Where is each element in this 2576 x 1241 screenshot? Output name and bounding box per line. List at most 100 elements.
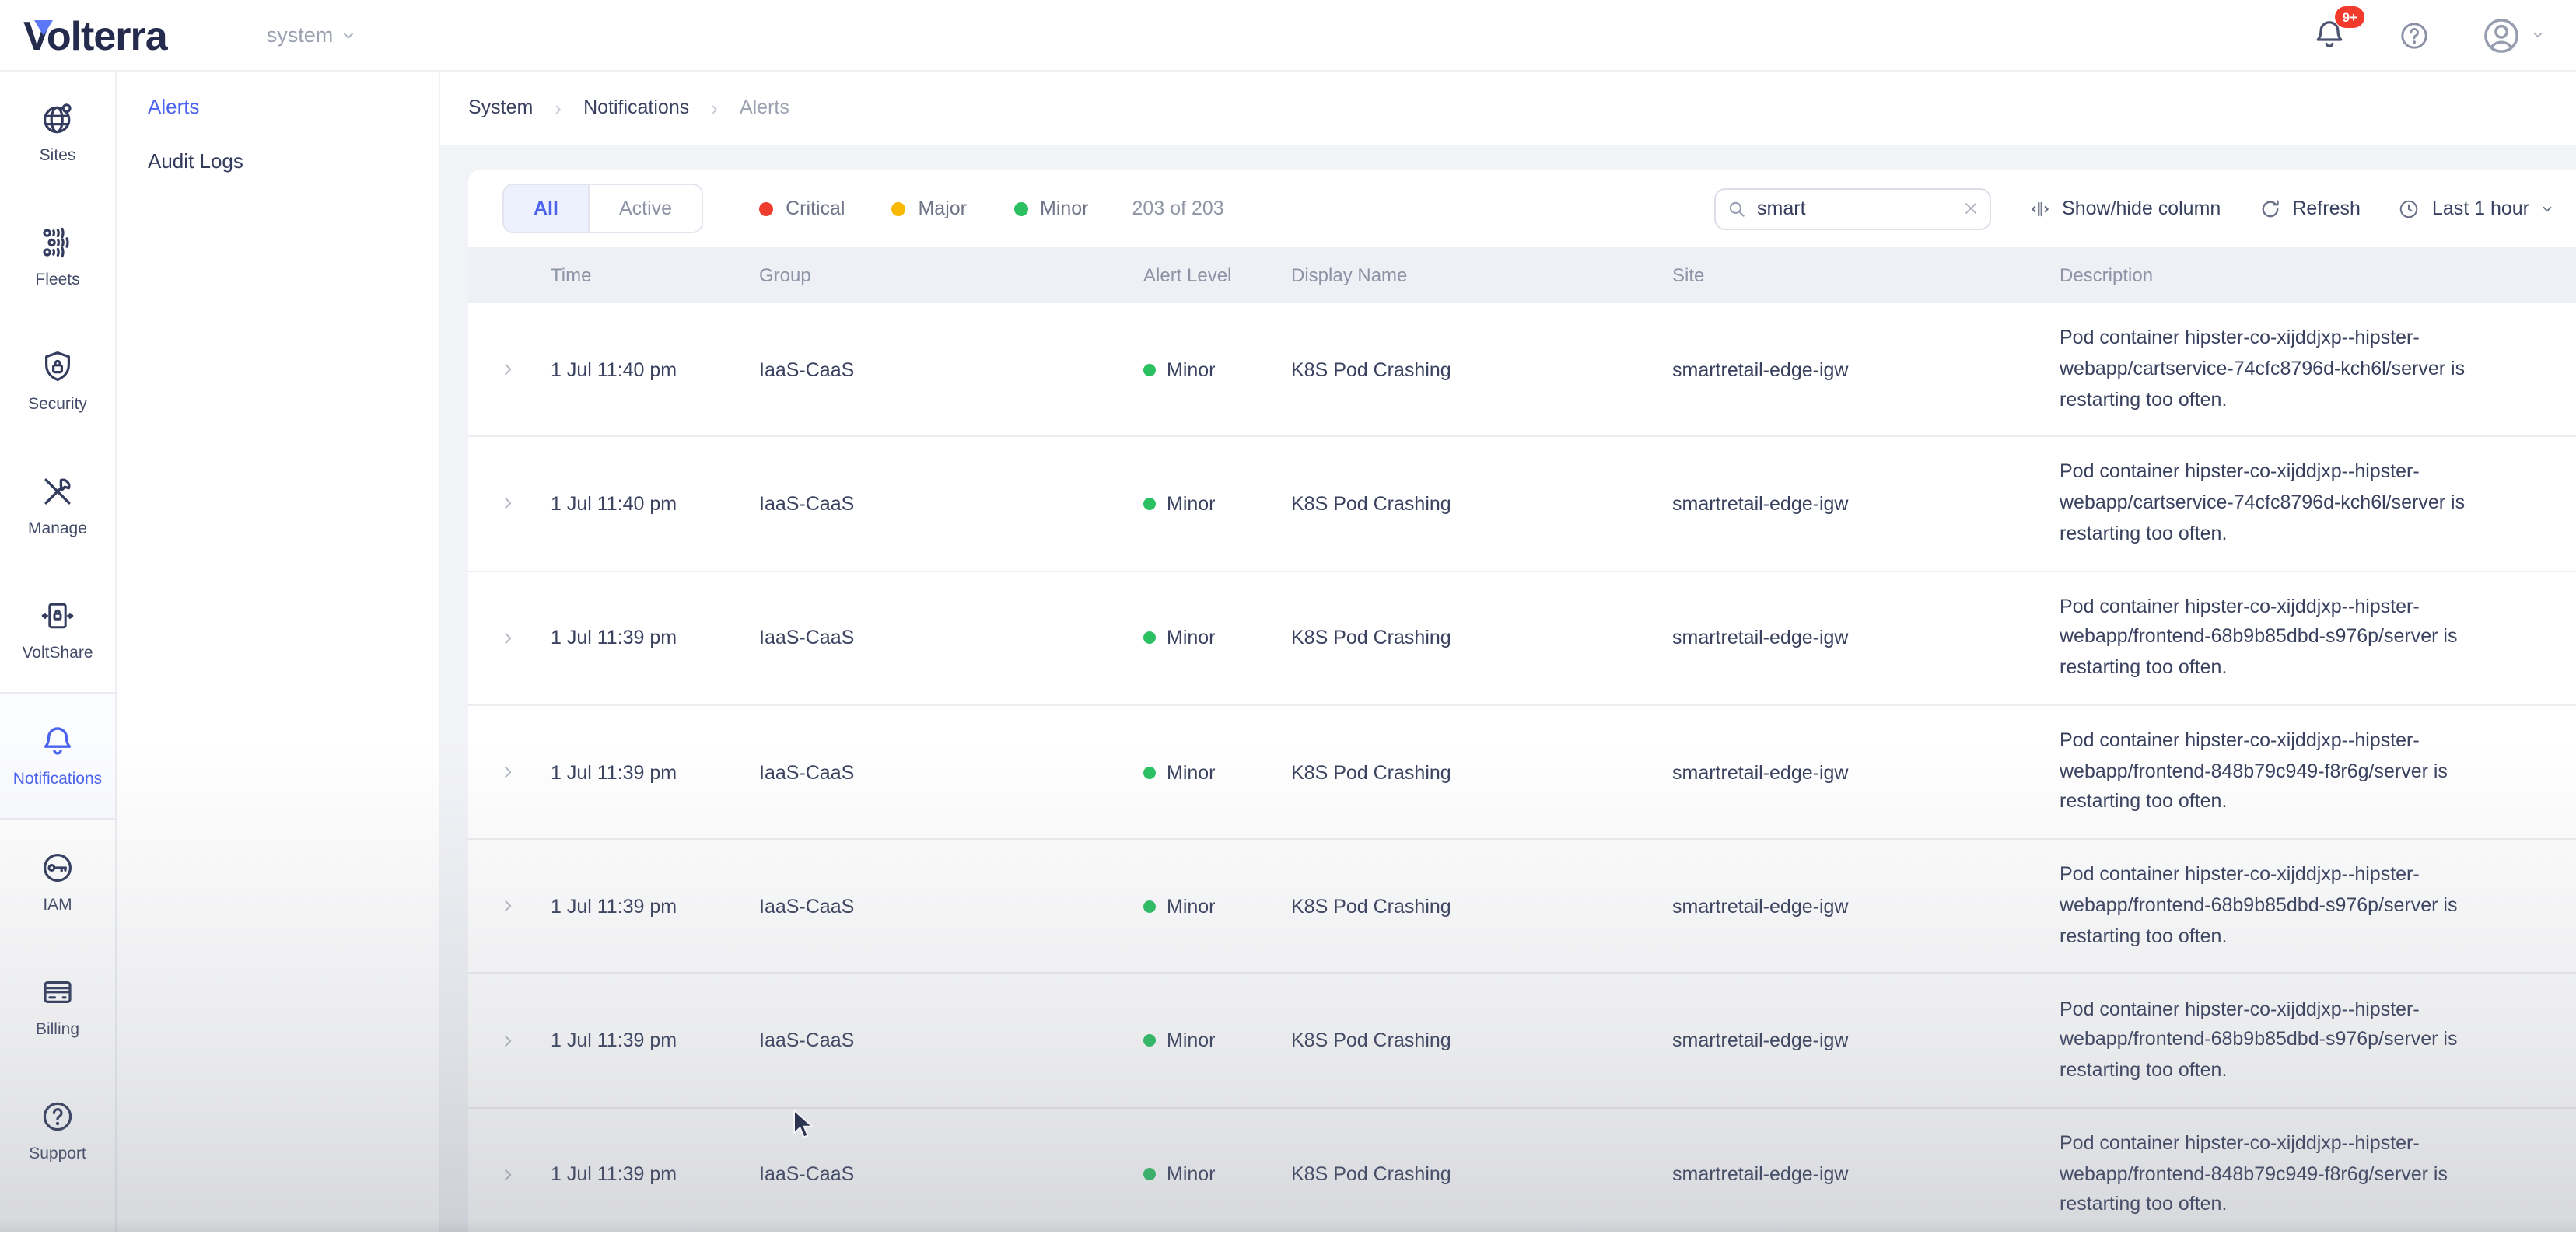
search-input[interactable] (1713, 187, 1990, 229)
cell-expand (468, 764, 551, 781)
notifications-bell-button[interactable]: 9+ (2312, 17, 2347, 53)
columns-icon (2028, 197, 2051, 220)
question-icon (39, 1098, 76, 1135)
sidebar-item-support[interactable]: Support (0, 1068, 115, 1193)
time-range-dropdown[interactable]: Last 1 hour (2398, 197, 2554, 220)
breadcrumb-item[interactable]: Notifications (583, 96, 689, 118)
cell-site: smartretail-edge-igw (1672, 896, 2060, 918)
user-menu[interactable] (2481, 15, 2545, 55)
row-expand-chevron-icon[interactable] (499, 764, 516, 781)
alert-level-label: Minor (1167, 761, 1216, 783)
tab-active[interactable]: Active (588, 185, 702, 232)
cell-alert-level: Minor (1143, 896, 1291, 918)
search-box (1713, 187, 1990, 229)
minor-dot-icon (1143, 766, 1156, 778)
cell-time: 1 Jul 11:40 pm (551, 493, 759, 515)
sidebar-item-iam[interactable]: IAM (0, 820, 115, 944)
row-expand-chevron-icon[interactable] (499, 629, 516, 646)
show-hide-column-button[interactable]: Show/hide column (2028, 197, 2221, 220)
cell-description: Pod container hipster-co-xijddjxp--hipst… (2060, 458, 2576, 551)
cell-display-name: K8S Pod Crashing (1291, 1030, 1672, 1051)
table-row: 1 Jul 11:39 pmIaaS-CaaSMinorK8S Pod Cras… (468, 838, 2576, 973)
sidebar-item-label: Notifications (13, 770, 102, 788)
logo-triangle-icon (34, 19, 53, 35)
tenant-selector[interactable]: system (267, 23, 357, 47)
sidebar-item-billing[interactable]: Billing (0, 944, 115, 1068)
sidebar-item-label: Support (29, 1145, 86, 1163)
cell-description: Pod container hipster-co-xijddjxp--hipst… (2060, 592, 2576, 684)
alert-level-label: Minor (1167, 627, 1216, 648)
legend-label: Minor (1040, 198, 1089, 219)
alert-level-label: Minor (1167, 896, 1216, 918)
cell-alert-level: Minor (1143, 761, 1291, 783)
legend-label: Critical (786, 198, 845, 219)
breadcrumb-band: System›Notifications›Alerts (439, 70, 2576, 145)
sidebar-item-sites[interactable]: Sites (0, 70, 115, 194)
volterra-logo[interactable]: Volterra (23, 15, 167, 55)
tools-icon (39, 473, 76, 510)
cell-description: Pod container hipster-co-xijddjxp--hipst… (2060, 323, 2576, 416)
alert-level-label: Minor (1167, 1164, 1216, 1186)
cell-group: IaaS-CaaS (759, 761, 1143, 783)
tab-all[interactable]: All (504, 185, 588, 232)
cell-time: 1 Jul 11:39 pm (551, 896, 759, 918)
fleet-icon (39, 224, 76, 261)
header-description: Description (2060, 260, 2576, 290)
legend-major: Major (891, 198, 967, 219)
table-row: 1 Jul 11:39 pmIaaS-CaaSMinorK8S Pod Cras… (468, 570, 2576, 704)
table-row: 1 Jul 11:39 pmIaaS-CaaSMinorK8S Pod Cras… (468, 1107, 2576, 1241)
clear-search-icon[interactable] (1961, 199, 1979, 218)
legend-label: Major (918, 198, 967, 219)
sidebar-item-label: Fleets (35, 271, 79, 289)
subnav-item-audit-logs[interactable]: Audit Logs (115, 134, 439, 188)
cell-site: smartretail-edge-igw (1672, 358, 2060, 380)
subnav-item-alerts[interactable]: Alerts (115, 70, 439, 134)
cell-time: 1 Jul 11:39 pm (551, 1164, 759, 1186)
chevron-down-icon (2540, 201, 2554, 215)
header-alert-level: Alert Level (1143, 264, 1291, 286)
legend-minor: Minor (1013, 198, 1089, 219)
minor-dot-icon (1143, 363, 1156, 376)
breadcrumb-item[interactable]: Alerts (740, 96, 789, 118)
legend-critical: Critical (759, 198, 845, 219)
critical-dot-icon (759, 201, 773, 215)
cell-expand (468, 495, 551, 512)
row-expand-chevron-icon[interactable] (499, 1032, 516, 1049)
logo-text: Volterra (23, 12, 167, 58)
cell-display-name: K8S Pod Crashing (1291, 896, 1672, 918)
cell-alert-level: Minor (1143, 358, 1291, 380)
row-expand-chevron-icon[interactable] (499, 361, 516, 378)
row-expand-chevron-icon[interactable] (499, 1166, 516, 1183)
chevron-down-icon (341, 27, 356, 43)
breadcrumb-item[interactable]: System (468, 96, 533, 118)
top-bar: Volterra system 9+ (0, 0, 2576, 72)
bell-icon (39, 723, 76, 760)
primary-sidebar: Sites Fleets SecurityManageVoltShare Notifi… (0, 70, 117, 1232)
table-row: 1 Jul 11:40 pmIaaS-CaaSMinorK8S Pod Cras… (468, 303, 2576, 436)
row-expand-chevron-icon[interactable] (499, 495, 516, 512)
app-root: Volterra system 9+ SitesFleetsSecurityMa… (0, 0, 2576, 1232)
row-expand-chevron-icon[interactable] (499, 898, 516, 915)
alert-level-label: Minor (1167, 358, 1216, 380)
sidebar-item-label: Billing (36, 1020, 79, 1039)
sidebar-item-voltshare[interactable]: VoltShare (0, 568, 115, 692)
cell-expand (468, 1166, 551, 1183)
clock-icon (2398, 197, 2421, 220)
severity-legend: Critical Major Minor (759, 198, 1088, 219)
cell-expand (468, 361, 551, 378)
header-group: Group (759, 264, 1143, 286)
cell-expand (468, 629, 551, 646)
secure-doc-icon (39, 597, 76, 634)
cell-time: 1 Jul 11:39 pm (551, 1030, 759, 1051)
cell-site: smartretail-edge-igw (1672, 761, 2060, 783)
sidebar-item-manage[interactable]: Manage (0, 443, 115, 568)
sidebar-item-label: Sites (40, 146, 76, 165)
sidebar-item-fleets[interactable]: Fleets (0, 194, 115, 319)
header-display-name: Display Name (1291, 264, 1672, 286)
sidebar-item-security[interactable]: Security (0, 319, 115, 443)
tenant-name: system (267, 23, 334, 47)
refresh-button[interactable]: Refresh (2258, 197, 2361, 220)
cell-display-name: K8S Pod Crashing (1291, 627, 1672, 648)
sidebar-item-notifications[interactable]: Notifications (0, 692, 115, 820)
help-button[interactable] (2397, 18, 2431, 52)
